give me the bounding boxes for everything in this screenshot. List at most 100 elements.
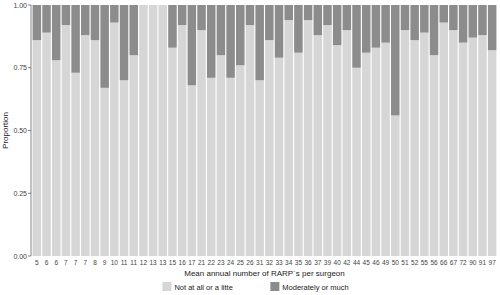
x-tick-label: 90 — [469, 259, 477, 266]
x-tick-label: 11 — [121, 259, 128, 266]
bar-segment — [226, 5, 235, 78]
bar-segment — [52, 60, 61, 256]
bar-segment — [168, 48, 177, 256]
bar-segment — [52, 5, 61, 60]
bar-segment — [178, 5, 187, 25]
x-tick-label: 42 — [343, 259, 351, 266]
x-tick-label: 33 — [275, 259, 283, 266]
y-tick-label: 1.00 — [13, 2, 27, 9]
x-tick-label: 5 — [35, 259, 39, 266]
x-tick-label: 9 — [103, 259, 107, 266]
bar-segment — [226, 78, 235, 256]
bar-segment — [343, 30, 352, 256]
y-tick-label: 0.25 — [13, 190, 27, 197]
bar-segment — [323, 25, 332, 256]
bar-segment — [430, 55, 439, 256]
bar-segment — [420, 5, 429, 33]
bar-segment — [265, 40, 274, 256]
x-tick-label: 22 — [208, 259, 216, 266]
bar-segment — [149, 5, 158, 256]
x-tick-label: 91 — [479, 259, 487, 266]
x-tick-label: 7 — [83, 259, 87, 266]
x-tick-label: 55 — [421, 259, 429, 266]
bar-segment — [391, 5, 400, 115]
bar-segment — [343, 5, 352, 30]
bar-segment — [217, 5, 226, 55]
bar-segment — [100, 88, 109, 256]
x-tick-label: 12 — [140, 259, 148, 266]
bar-segment — [42, 33, 51, 256]
bar-segment — [352, 68, 361, 256]
bar-segment — [129, 5, 138, 55]
x-tick-label: 24 — [227, 259, 235, 266]
bar-segment — [372, 5, 381, 48]
bar-segment — [410, 5, 419, 40]
x-tick-label: 7 — [64, 259, 68, 266]
bar-segment — [420, 33, 429, 256]
bar-segment — [159, 5, 168, 6]
x-tick-label: 67 — [450, 259, 458, 266]
bar-segment — [81, 35, 90, 256]
x-tick-label: 7 — [74, 259, 78, 266]
bar-segment — [246, 25, 255, 256]
legend-label: Moderately or much — [282, 283, 348, 292]
x-tick-label: 35 — [295, 259, 303, 266]
bar-segment — [255, 80, 264, 256]
bar-segment — [488, 5, 497, 50]
y-axis-title: Proportion — [1, 112, 10, 149]
bar-segment — [362, 53, 371, 256]
bar-segment — [333, 45, 342, 256]
bar-segment — [469, 5, 478, 38]
bar-segment — [284, 20, 293, 256]
bar-segment — [314, 35, 323, 256]
bar-segment — [246, 5, 255, 25]
x-tick-label: 39 — [324, 259, 332, 266]
bar-segment — [91, 5, 100, 40]
bar-segment — [217, 55, 226, 256]
bar-segment — [275, 58, 284, 256]
bar-segment — [42, 5, 51, 33]
bar-segment — [110, 5, 119, 23]
y-tick-label: 0.00 — [13, 253, 27, 260]
y-tick-label: 0.75 — [13, 64, 27, 71]
bar-segment — [459, 5, 468, 43]
bar-segment — [188, 85, 197, 256]
x-tick-label: 21 — [198, 259, 206, 266]
bar-segment — [168, 5, 177, 48]
bar-segment — [120, 5, 129, 80]
bar-segment — [188, 5, 197, 85]
x-tick-label: 40 — [334, 259, 342, 266]
x-tick-label: 51 — [401, 259, 409, 266]
legend: Not at all or a litte Moderately or much — [162, 282, 348, 292]
x-tick-label: 26 — [246, 259, 254, 266]
x-tick-label: 36 — [304, 259, 312, 266]
y-tick — [28, 193, 31, 194]
bar-segment — [401, 5, 410, 30]
bar-segment — [71, 5, 80, 73]
x-tick-label: 37 — [314, 259, 322, 266]
bar-segment — [139, 5, 148, 256]
x-tick-label: 52 — [411, 259, 419, 266]
bar-segment — [91, 40, 100, 256]
bar-segment — [381, 5, 390, 43]
y-tick — [28, 67, 31, 68]
bar-segment — [110, 23, 119, 256]
x-tick-label: 6 — [45, 259, 49, 266]
bar-segment — [236, 5, 245, 65]
x-tick-label: 16 — [179, 259, 187, 266]
bar-segment — [139, 5, 148, 6]
bar-segment — [33, 40, 42, 256]
y-tick-label: 0.50 — [13, 127, 27, 134]
y-tick — [28, 256, 31, 257]
legend-label: Not at all or a litte — [174, 283, 232, 292]
bar-segment — [159, 5, 168, 256]
bar-segment — [459, 43, 468, 256]
x-tick-label: 44 — [353, 259, 361, 266]
bar-segment — [62, 5, 71, 25]
bar-segment — [294, 5, 303, 53]
bar-segment — [362, 5, 371, 53]
x-tick-label: 46 — [372, 259, 380, 266]
bar-segment — [255, 5, 264, 80]
x-tick-label: 11 — [130, 259, 137, 266]
bar-segment — [323, 5, 332, 25]
